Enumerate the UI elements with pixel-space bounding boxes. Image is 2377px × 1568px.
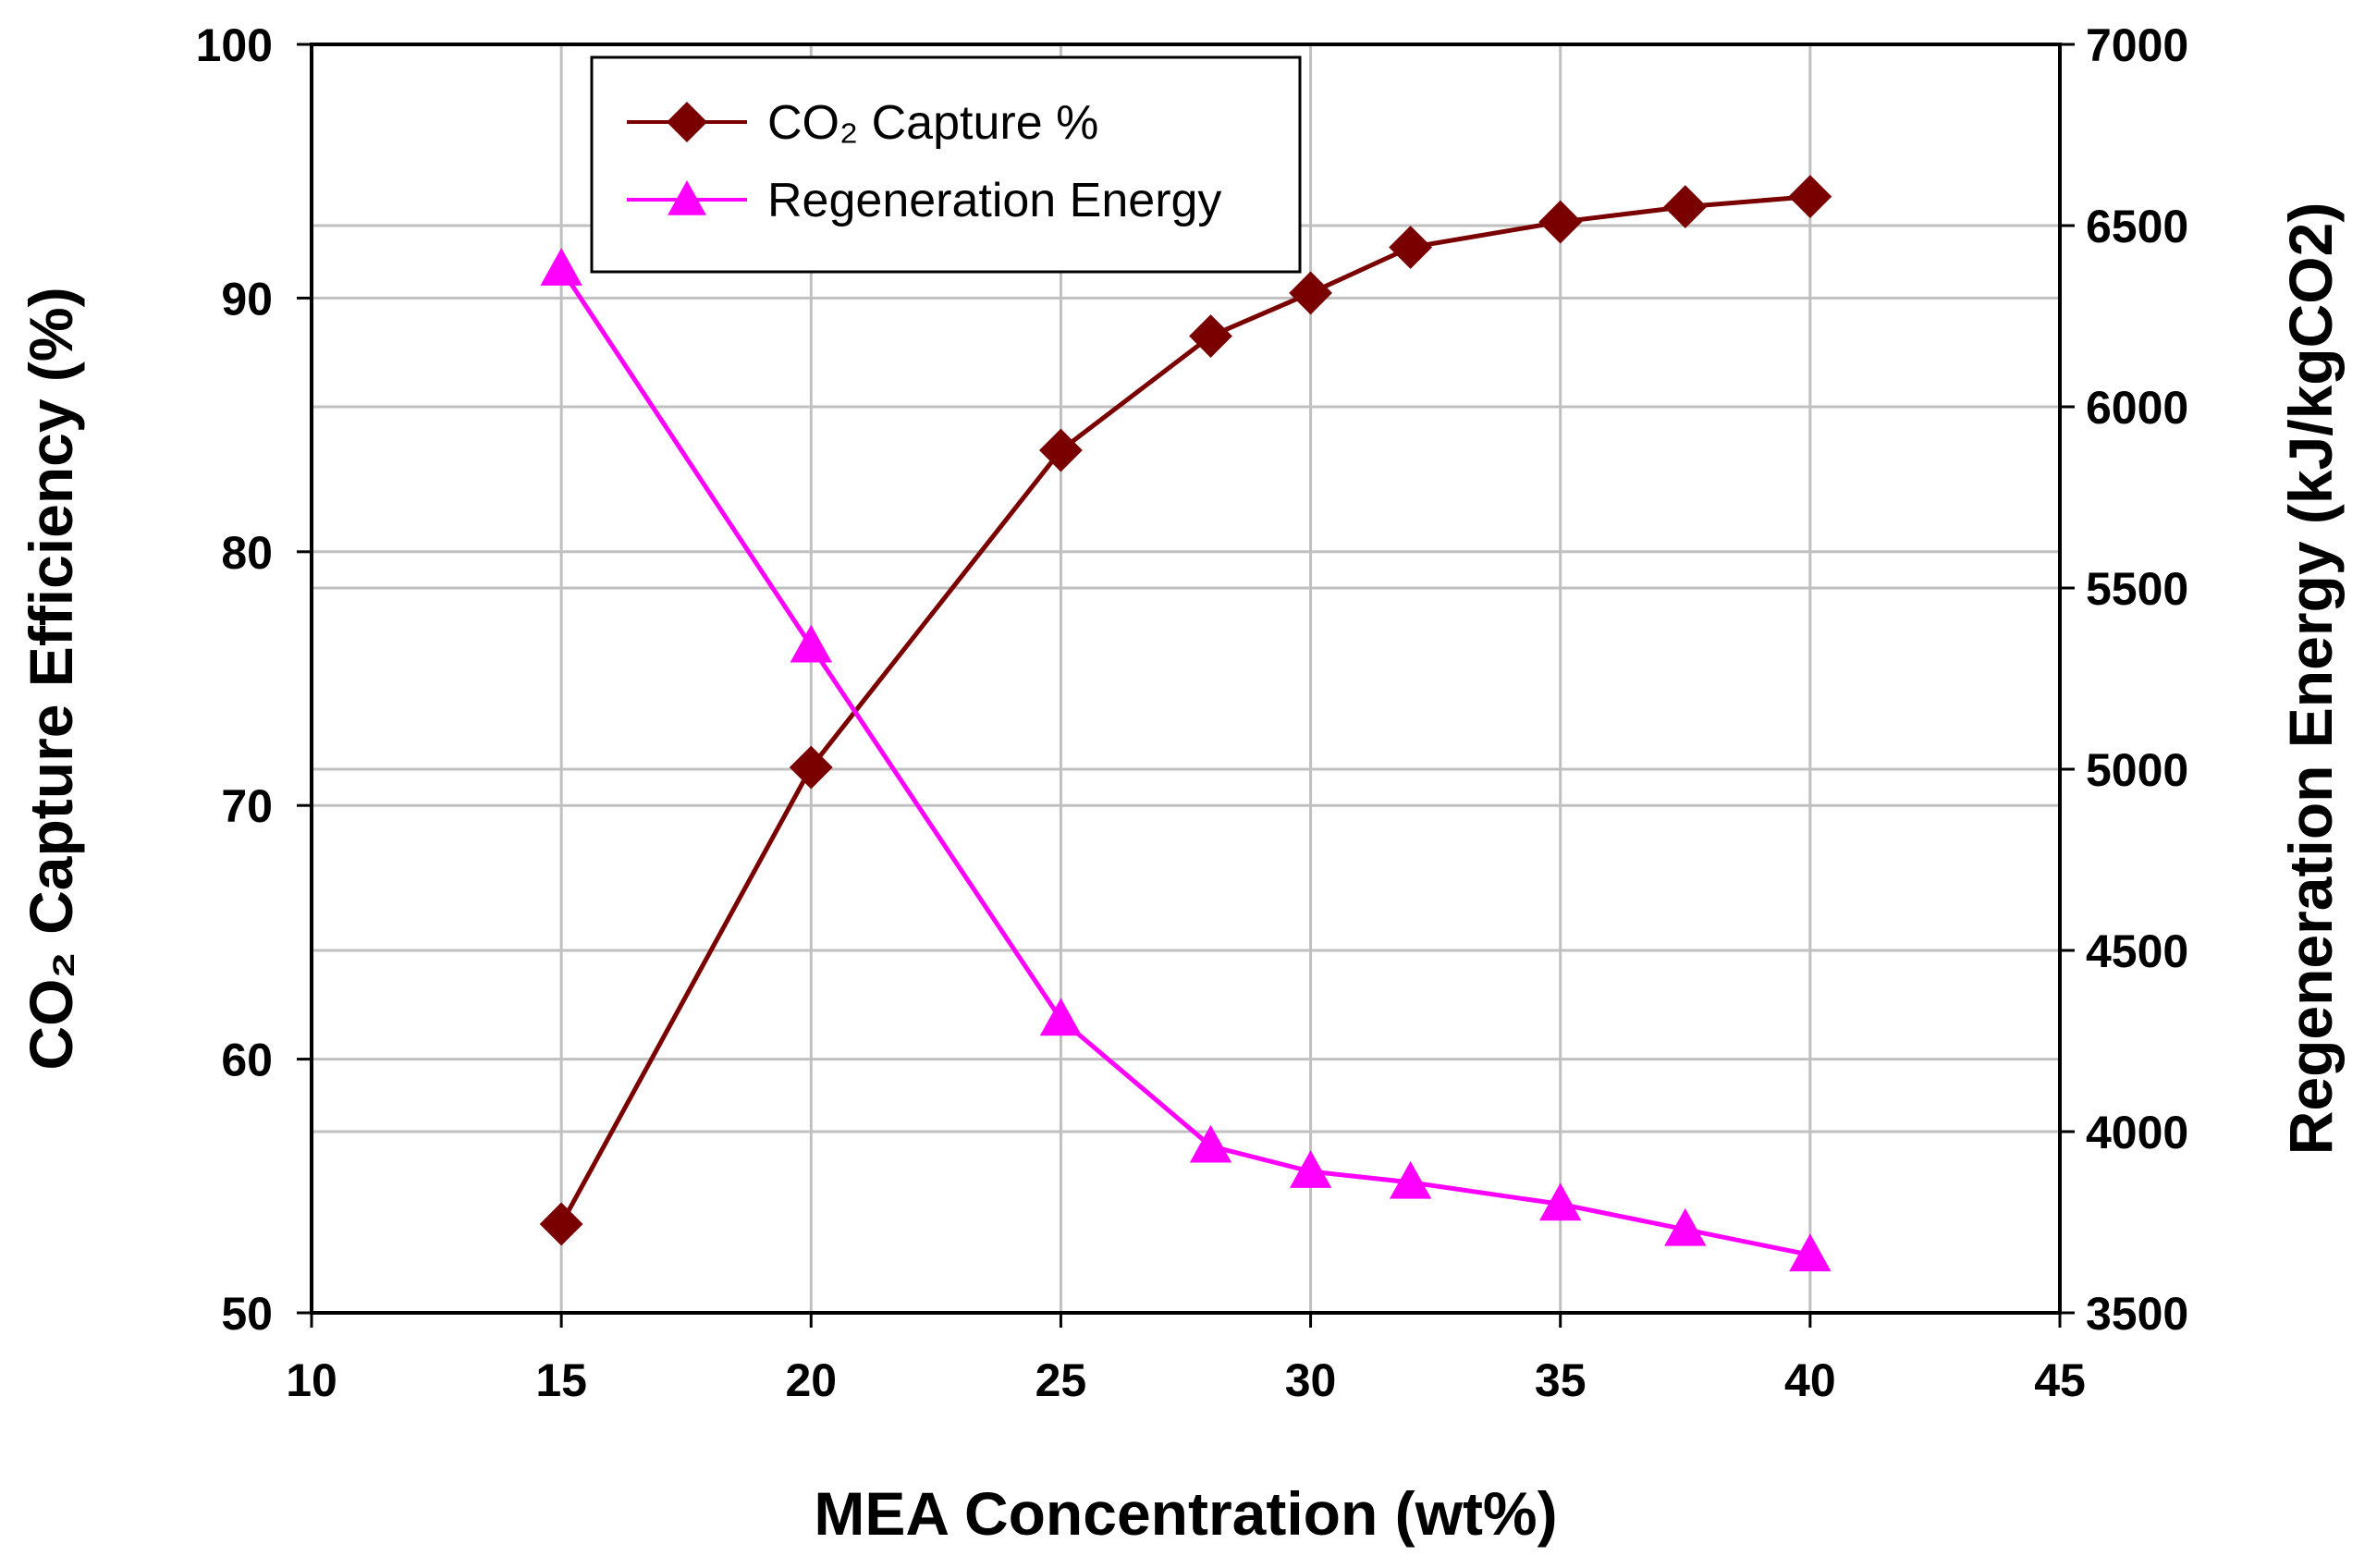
- series-line-co2-capture: [558, 194, 1811, 1226]
- x-tick-label: 15: [535, 1354, 587, 1406]
- left-y-axis-title: CO₂ Capture Efficiency (%): [17, 287, 85, 1070]
- x-tick-label: 30: [1285, 1354, 1337, 1406]
- legend-marker-diamond: [667, 102, 707, 142]
- legend-box: [590, 55, 1302, 274]
- x-tick-label: 25: [1035, 1354, 1087, 1406]
- right-y-tick-label: 6500: [2086, 201, 2188, 252]
- data-point-regeneration-energy: [1189, 1124, 1232, 1163]
- data-point-co2-capture: [789, 745, 833, 790]
- legend-label-regeneration-energy: Regeneration Energy: [767, 174, 1221, 227]
- data-point-co2-capture: [1538, 200, 1583, 244]
- left-y-tick-label: 60: [221, 1035, 273, 1086]
- data-point-regeneration-energy: [1389, 1160, 1432, 1199]
- series-layer: [539, 175, 1832, 1272]
- x-tick-label: 45: [2034, 1354, 2086, 1406]
- left-y-tick-label: 90: [221, 273, 273, 325]
- data-point-co2-capture: [1289, 271, 1332, 315]
- data-point-co2-capture: [1663, 185, 1708, 229]
- x-tick-labels: 10 15 20 25 30 35 40 45: [286, 1313, 2086, 1406]
- data-point-co2-capture: [1389, 226, 1433, 269]
- right-y-tick-label: 4000: [2086, 1107, 2188, 1158]
- data-point-regeneration-energy: [1039, 998, 1083, 1036]
- data-point-regeneration-energy: [1664, 1207, 1707, 1246]
- plot-area: [310, 43, 2062, 1315]
- data-point-regeneration-energy: [1789, 1233, 1832, 1272]
- data-point-co2-capture: [1189, 314, 1232, 358]
- right-y-tick-label: 7000: [2086, 19, 2188, 71]
- right-y-tick-label: 6000: [2086, 382, 2188, 434]
- x-tick-label: 20: [785, 1354, 837, 1406]
- right-y-tick-label: 4500: [2086, 925, 2188, 977]
- x-tick-label: 40: [1784, 1354, 1836, 1406]
- data-point-regeneration-energy: [540, 247, 582, 286]
- x-tick-label: 10: [286, 1354, 337, 1406]
- legend-marker-triangle: [668, 180, 706, 215]
- data-point-co2-capture: [539, 1202, 583, 1246]
- right-y-axis-title: Regeneration Energy (kJ/kgCO2): [2276, 202, 2345, 1156]
- left-y-tick-label: 80: [221, 527, 273, 579]
- left-y-tick-label: 50: [221, 1288, 273, 1340]
- left-y-tick-labels: 50 60 70 80 90 100: [196, 19, 312, 1340]
- right-y-tick-labels: 3500 4000 4500 5000 5500 6000 6500 7000: [2060, 19, 2188, 1340]
- x-axis-title: MEA Concentration (wt%): [814, 1479, 1557, 1548]
- right-y-tick-label: 3500: [2086, 1288, 2188, 1340]
- data-point-co2-capture: [1788, 175, 1832, 219]
- left-y-tick-label: 70: [221, 780, 273, 832]
- data-point-co2-capture: [1039, 428, 1083, 472]
- right-y-tick-label: 5000: [2086, 744, 2188, 796]
- right-y-tick-label: 5500: [2086, 563, 2188, 615]
- series-line-regeneration-energy: [559, 267, 1811, 1257]
- legend-label-co2-capture: CO₂ Capture %: [767, 96, 1098, 150]
- data-point-regeneration-energy: [790, 624, 832, 663]
- data-point-regeneration-energy: [1289, 1150, 1332, 1188]
- x-tick-label: 35: [1535, 1354, 1587, 1406]
- legend: CO₂ Capture % Regeneration Energy: [590, 55, 1302, 274]
- left-y-tick-label: 100: [196, 19, 273, 71]
- data-point-regeneration-energy: [1539, 1182, 1582, 1221]
